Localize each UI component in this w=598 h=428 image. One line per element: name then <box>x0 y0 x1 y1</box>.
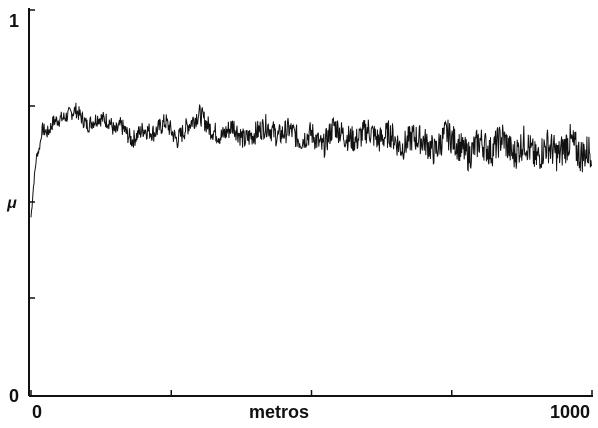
series-line <box>30 102 593 218</box>
ticks <box>29 9 593 396</box>
plot-area <box>30 102 593 218</box>
x-axis-label: metros <box>249 402 309 422</box>
y-tick-label-1: 1 <box>9 11 19 31</box>
y-axis-label: μ <box>6 195 17 212</box>
y-tick-label-0: 0 <box>9 386 19 406</box>
axes <box>28 8 593 397</box>
x-tick-label-1000: 1000 <box>550 402 590 422</box>
x-tick-label-0: 0 <box>32 402 42 422</box>
